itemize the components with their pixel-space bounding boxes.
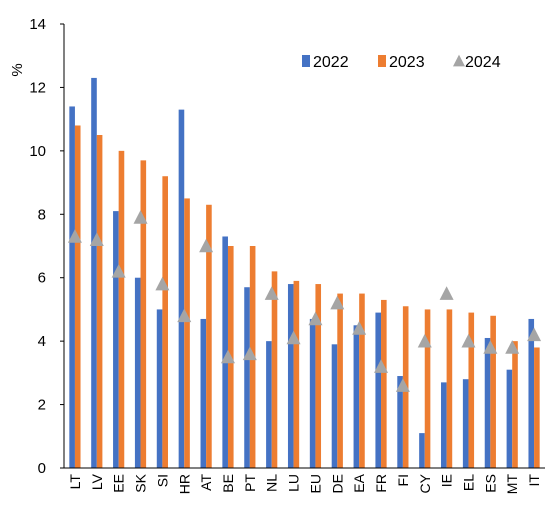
bar-2023-IE [447,309,453,468]
bar-2022-EA [354,325,360,468]
x-tick-label: EL [460,474,476,491]
legend-swatch-2022 [302,55,310,67]
bar-2023-CY [425,309,431,468]
x-tick-label: MT [504,474,520,495]
x-tick-label: LU [286,474,302,492]
y-tick-label: 8 [38,206,46,223]
x-tick-label: SK [133,473,149,492]
x-tick-label: ES [482,474,498,493]
bars [69,78,539,468]
bar-2023-LV [97,135,103,468]
bar-2022-PT [244,287,250,468]
x-tick-label: BE [220,474,236,493]
marker-2024-IE [440,286,454,300]
bar-2022-EU [310,319,316,468]
x-tick-label: FR [373,474,389,493]
bar-2023-IT [534,347,540,468]
y-axis-label: % [9,63,26,76]
bar-2022-NL [266,341,272,468]
x-tick-label: PT [242,474,258,492]
bar-2022-SI [157,309,163,468]
x-tick-label: CY [417,473,433,493]
bar-2022-HR [179,110,185,468]
y-tick-label: 10 [29,143,46,160]
bar-2022-LT [69,106,75,468]
y-tick-label: 14 [29,16,46,33]
bar-2022-ES [485,338,491,468]
bar-2023-EU [315,284,321,468]
y-tick-label: 0 [38,460,46,477]
legend-swatch-2023 [378,55,386,67]
bar-2023-ES [490,316,496,468]
legend-label-2023: 2023 [389,54,425,71]
legend-swatch-2024 [453,55,465,67]
bar-2022-MT [507,370,513,468]
x-tick-label: AT [198,474,214,491]
y-tick-label: 6 [38,270,46,287]
x-tick-label: LT [67,474,83,490]
bar-2022-LV [91,78,97,468]
bar-2022-AT [201,319,207,468]
legend-label-2022: 2022 [313,54,349,71]
x-tick-label: EU [307,474,323,493]
x-tick-label: NL [264,474,280,492]
bar-2022-CY [419,433,425,468]
bar-2022-SK [135,278,141,468]
bar-2023-MT [512,341,518,468]
x-tick-label: SI [154,474,170,487]
bar-2022-DE [332,344,338,468]
x-tick-label: HR [176,474,192,494]
x-tick-label: LV [89,473,105,490]
bar-2023-LT [75,125,81,468]
bar-2023-DE [337,294,343,468]
y-tick-label: 2 [38,397,46,414]
bar-2022-FR [375,313,381,468]
bar-2022-EE [113,211,119,468]
x-tick-label: IE [439,474,455,487]
bar-2022-LU [288,284,294,468]
x-tick-label: IT [526,474,542,487]
bar-2022-EL [463,379,469,468]
bar-2023-SI [162,176,168,468]
x-tick-label: DE [329,474,345,493]
bar-2023-HR [184,198,190,468]
y-axis: 0 2 4 6 8 10 12 14% [9,16,64,477]
bar-2023-EE [119,151,125,468]
x-tick-label: FI [395,474,411,486]
bar-2022-IE [441,382,447,468]
bar-2023-EA [359,294,365,468]
bar-2023-NL [272,271,278,468]
bar-2022-IT [528,319,534,468]
y-tick-label: 12 [29,79,46,96]
x-tick-label: EE [111,474,127,493]
bar-2023-LU [294,281,300,468]
legend: 2022 2023 2024 [302,54,501,71]
x-tick-label: EA [351,473,367,492]
bar-2023-FR [381,300,387,468]
y-tick-label: 4 [38,333,46,350]
x-axis: LT LV EE SK SI HR AT BE PT NL LU EU DE EA FR FI CY IE EL ES… [64,468,545,494]
bar-2023-SK [141,160,147,468]
legend-label-2024: 2024 [465,54,501,71]
